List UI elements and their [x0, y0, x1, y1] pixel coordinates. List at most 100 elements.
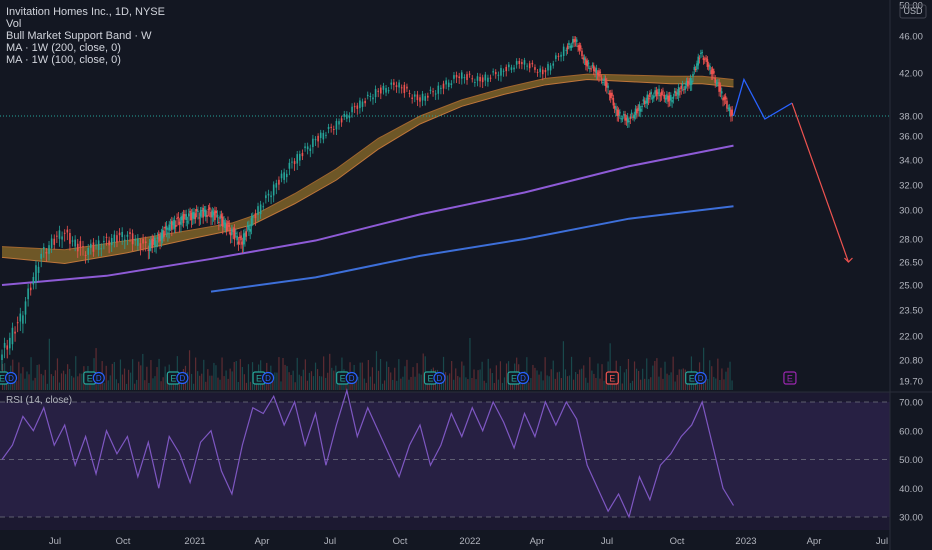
candle-body [599, 71, 602, 73]
legend-ma200[interactable]: MA · 1W (200, close, 0) [6, 42, 121, 54]
candle-body [84, 254, 87, 256]
candle-body [309, 148, 312, 152]
earnings-event-marker[interactable]: E [605, 371, 619, 385]
volume-bar [69, 368, 71, 390]
rsi-legend[interactable]: RSI (14, close) [6, 395, 73, 406]
candle-body [513, 67, 515, 70]
candle-body [570, 45, 573, 48]
time-tick-label: 2022 [459, 536, 480, 547]
dividend-label: D [96, 374, 102, 383]
candle-body [250, 218, 253, 227]
candle-body [280, 173, 283, 179]
candle-body [658, 88, 660, 97]
earnings-event-marker[interactable]: E [783, 371, 797, 385]
candle-body [159, 235, 161, 242]
volume-bar [707, 378, 709, 390]
volume-bar [410, 376, 412, 390]
volume-bar [404, 366, 406, 390]
volume-bar [453, 379, 455, 390]
candle-body [245, 231, 248, 237]
volume-bar [400, 378, 402, 390]
candle-body [164, 226, 167, 229]
volume-bar [444, 372, 447, 390]
volume-bar [132, 359, 134, 390]
candle-body [216, 214, 219, 218]
candle-body [600, 77, 603, 81]
candle-body [1, 354, 3, 360]
candle-body [151, 238, 154, 249]
candle-body [265, 195, 267, 199]
volume-bar [589, 357, 591, 390]
candle-body [90, 243, 92, 248]
candle-body [579, 45, 582, 49]
dividend-marker [4, 371, 18, 385]
candle-body [616, 109, 619, 116]
volume-bar [725, 371, 727, 390]
candle-body [479, 76, 481, 82]
legend-ma100[interactable]: MA · 1W (100, close, 0) [6, 54, 121, 66]
candle-body [16, 322, 19, 324]
candle-body [173, 219, 176, 229]
candle-body [259, 204, 262, 215]
candle-body [325, 134, 327, 136]
candle-body [676, 92, 679, 95]
volume-bar [420, 374, 422, 390]
candle-body [680, 85, 683, 89]
legend-bmsb[interactable]: Bull Market Support Band · W [6, 30, 152, 42]
candle-body [413, 94, 416, 97]
candle-body [566, 45, 569, 50]
volume-bar [371, 367, 374, 390]
candle-body [306, 146, 309, 150]
symbol-title[interactable]: Invitation Homes Inc., 1D, NYSE [6, 6, 165, 18]
volume-bar [617, 378, 619, 390]
volume-bar [538, 374, 540, 390]
volume-bar [558, 371, 560, 390]
volume-bar [544, 357, 546, 390]
candle-body [528, 63, 531, 69]
rsi-tick-label: 60.00 [899, 426, 923, 437]
candle-body [643, 100, 646, 104]
candle-body [714, 78, 717, 83]
volume-bar [731, 380, 733, 390]
candle-body [199, 210, 202, 217]
volume-bar [316, 369, 319, 390]
volume-bar [562, 341, 565, 390]
volume-bar [613, 382, 615, 390]
candle-body [539, 68, 541, 73]
volume-bar [719, 379, 721, 390]
volume-bar [6, 382, 8, 390]
candle-body [575, 39, 578, 42]
volume-bar [245, 382, 248, 390]
volume-bar [503, 377, 506, 390]
legend-vol[interactable]: Vol [6, 18, 22, 30]
candle-body [589, 68, 591, 70]
candle-body [225, 224, 228, 231]
candle-body [668, 95, 671, 101]
volume-bar [375, 351, 378, 390]
volume-bar [193, 383, 195, 390]
candle-body [694, 68, 697, 70]
candle-body [590, 68, 592, 70]
candle-body [650, 91, 653, 95]
candle-body [655, 90, 658, 97]
candle-body [595, 67, 598, 74]
candle-body [163, 231, 165, 237]
volume-bar [314, 362, 317, 390]
candle-body [79, 241, 82, 248]
candle-body [730, 109, 732, 117]
candle-body [645, 101, 647, 104]
projection-arrowhead [844, 257, 853, 263]
volume-bar [247, 364, 250, 390]
candle-body [11, 327, 14, 345]
candle-body [690, 80, 693, 85]
volume-bar [62, 370, 65, 390]
